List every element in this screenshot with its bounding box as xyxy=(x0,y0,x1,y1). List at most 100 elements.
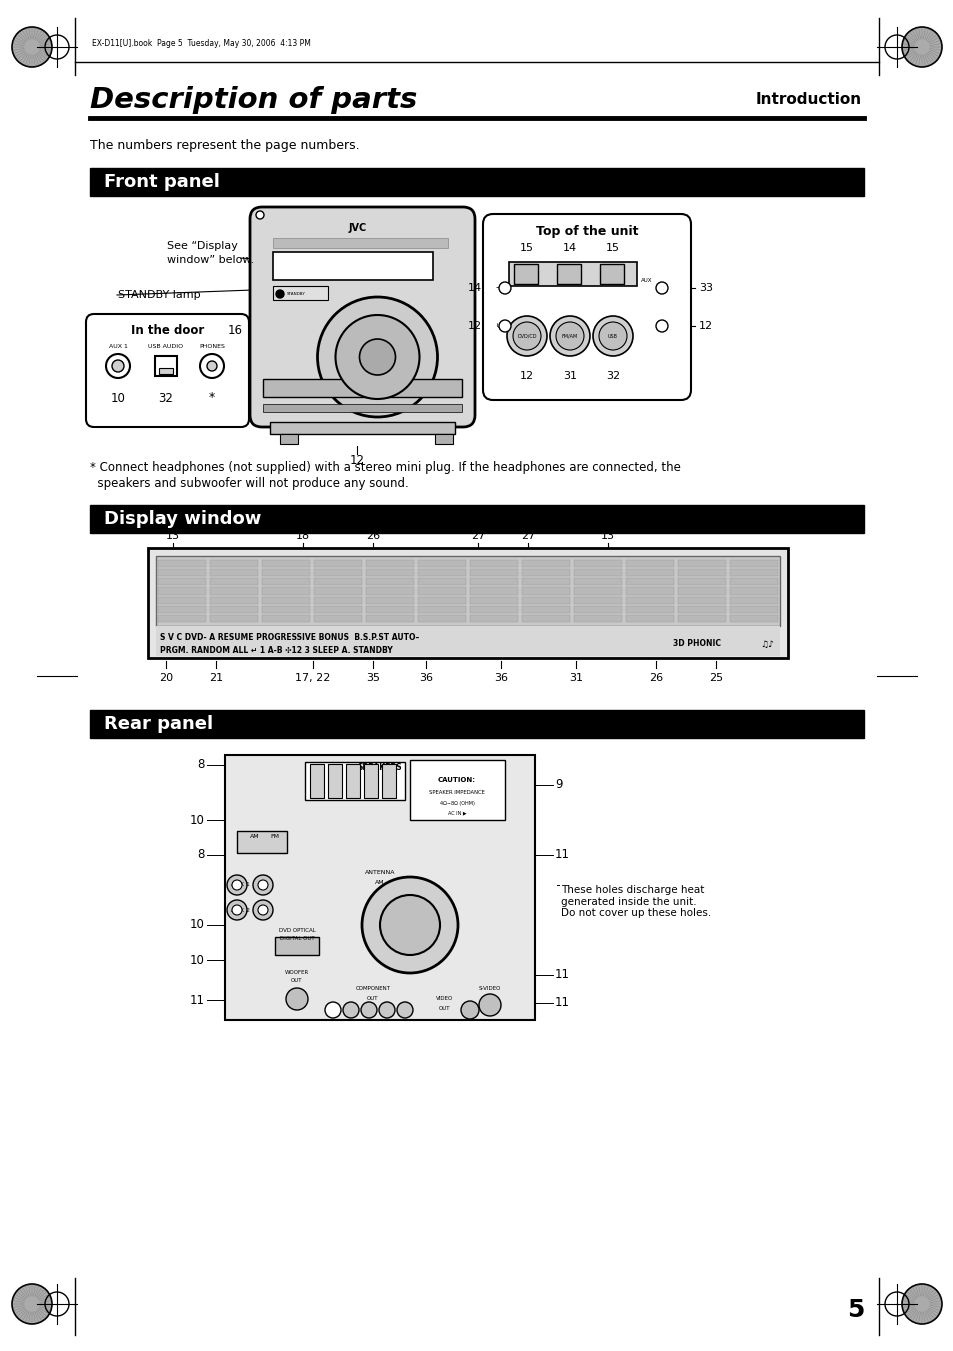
Text: S-VIDEO: S-VIDEO xyxy=(478,986,500,992)
Bar xyxy=(262,578,310,585)
Circle shape xyxy=(12,27,52,68)
Text: 12: 12 xyxy=(467,322,481,331)
Text: DVD/CD: DVD/CD xyxy=(517,334,537,339)
Bar xyxy=(366,569,414,577)
Text: 10: 10 xyxy=(190,813,205,827)
Bar xyxy=(305,762,405,800)
Bar xyxy=(314,569,361,577)
Bar xyxy=(262,588,310,594)
Text: PHONES: PHONES xyxy=(199,343,225,349)
Bar xyxy=(599,263,623,284)
Text: 14: 14 xyxy=(562,243,577,253)
Text: SPEAKER IMPEDANCE: SPEAKER IMPEDANCE xyxy=(429,790,484,796)
Bar xyxy=(574,569,621,577)
Bar xyxy=(148,549,787,658)
Text: 12: 12 xyxy=(350,454,365,466)
Text: →: → xyxy=(495,282,502,292)
Circle shape xyxy=(227,875,247,894)
Text: STANDBY: STANDBY xyxy=(287,292,306,296)
Text: 36: 36 xyxy=(418,673,433,684)
Circle shape xyxy=(257,905,268,915)
Text: *: * xyxy=(209,392,214,404)
Text: 15: 15 xyxy=(519,243,534,253)
Bar xyxy=(417,561,465,567)
Circle shape xyxy=(257,880,268,890)
Text: 10: 10 xyxy=(111,392,125,404)
Bar xyxy=(470,569,517,577)
Bar xyxy=(210,615,257,621)
Text: 18: 18 xyxy=(295,531,310,540)
Circle shape xyxy=(227,900,247,920)
Text: DVD OPTICAL: DVD OPTICAL xyxy=(278,928,315,932)
Circle shape xyxy=(379,894,439,955)
Bar xyxy=(509,262,637,286)
Text: AM: AM xyxy=(250,835,259,839)
Bar xyxy=(574,605,621,613)
Text: 32: 32 xyxy=(158,392,173,404)
Circle shape xyxy=(253,875,273,894)
Text: AUX 1: AUX 1 xyxy=(231,882,250,888)
Circle shape xyxy=(359,339,395,376)
Bar xyxy=(417,569,465,577)
Text: OUT: OUT xyxy=(438,1005,450,1011)
Bar xyxy=(366,605,414,613)
Circle shape xyxy=(498,282,511,295)
Bar xyxy=(729,597,778,604)
Circle shape xyxy=(106,354,130,378)
Text: S V C DVD- A RESUME PROGRESSIVE BONUS  B.S.P.ST AUTO–: S V C DVD- A RESUME PROGRESSIVE BONUS B.… xyxy=(160,634,418,643)
Text: ♫♪: ♫♪ xyxy=(760,639,773,648)
Text: EX-D11[U].book  Page 5  Tuesday, May 30, 2006  4:13 PM: EX-D11[U].book Page 5 Tuesday, May 30, 2… xyxy=(91,39,311,49)
Circle shape xyxy=(901,27,941,68)
Text: VIDEO: VIDEO xyxy=(436,997,453,1001)
Circle shape xyxy=(275,290,284,299)
Circle shape xyxy=(286,988,308,1011)
Bar xyxy=(314,578,361,585)
Circle shape xyxy=(232,905,242,915)
Bar xyxy=(410,761,504,820)
Bar xyxy=(729,569,778,577)
Bar xyxy=(729,588,778,594)
Text: Rear panel: Rear panel xyxy=(104,715,213,734)
Bar xyxy=(314,588,361,594)
Bar xyxy=(625,561,673,567)
Bar xyxy=(274,938,318,955)
Circle shape xyxy=(335,315,419,399)
Bar xyxy=(273,238,448,249)
Text: 13: 13 xyxy=(600,531,615,540)
Bar xyxy=(625,588,673,594)
Bar xyxy=(225,755,535,1020)
Bar xyxy=(381,765,395,798)
Circle shape xyxy=(112,359,124,372)
Bar xyxy=(158,597,206,604)
Bar xyxy=(366,578,414,585)
Circle shape xyxy=(396,1002,413,1019)
Circle shape xyxy=(232,880,242,890)
Circle shape xyxy=(361,877,457,973)
Bar xyxy=(236,831,287,852)
Text: window” below.: window” below. xyxy=(167,255,253,265)
Circle shape xyxy=(513,322,540,350)
Text: 13: 13 xyxy=(166,531,180,540)
Text: speakers and subwoofer will not produce any sound.: speakers and subwoofer will not produce … xyxy=(90,477,408,489)
Bar xyxy=(729,615,778,621)
Text: Description of parts: Description of parts xyxy=(90,86,417,113)
Bar xyxy=(210,588,257,594)
Text: 33: 33 xyxy=(699,282,712,293)
Text: These holes discharge heat
generated inside the unit.
Do not cover up these hole: These holes discharge heat generated ins… xyxy=(560,885,711,919)
Bar xyxy=(417,597,465,604)
Text: STANDBY lamp: STANDBY lamp xyxy=(118,290,200,300)
Bar xyxy=(366,561,414,567)
FancyBboxPatch shape xyxy=(482,213,690,400)
Text: 11: 11 xyxy=(555,848,569,862)
Circle shape xyxy=(498,320,511,332)
Bar xyxy=(729,605,778,613)
Bar xyxy=(314,597,361,604)
Text: DIGITAL OUT: DIGITAL OUT xyxy=(279,936,314,942)
Bar xyxy=(328,765,341,798)
Circle shape xyxy=(317,297,437,417)
Bar xyxy=(158,615,206,621)
Text: AC IN ▶: AC IN ▶ xyxy=(447,811,466,816)
Bar xyxy=(262,569,310,577)
Bar xyxy=(521,578,569,585)
Text: 12: 12 xyxy=(699,322,713,331)
